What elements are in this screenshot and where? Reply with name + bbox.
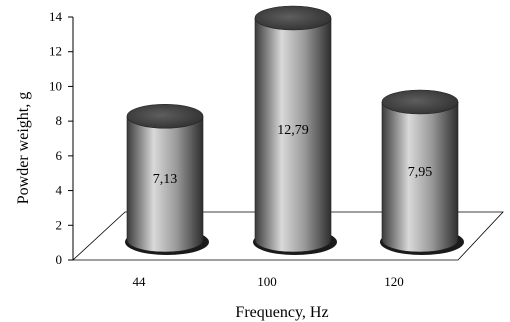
x-tick-label: 100 bbox=[257, 274, 277, 289]
data-label: 7,95 bbox=[408, 165, 433, 180]
data-label: 7,13 bbox=[153, 172, 178, 187]
y-axis: 0 2 4 6 8 10 12 14 bbox=[49, 9, 74, 267]
x-axis: 44 100 120 bbox=[133, 274, 404, 289]
y-tick-label: 8 bbox=[56, 113, 63, 128]
data-label: 12,79 bbox=[277, 123, 309, 138]
bar-body bbox=[254, 17, 332, 253]
y-tick-label: 14 bbox=[49, 9, 63, 24]
bar-top bbox=[126, 103, 204, 129]
y-tick-label: 2 bbox=[56, 217, 63, 232]
y-tick-label: 12 bbox=[49, 44, 62, 59]
bar-top bbox=[254, 5, 332, 31]
bar-top bbox=[381, 89, 459, 115]
bar-120: 7,95 bbox=[380, 89, 464, 255]
y-axis-title: Powder weight, g bbox=[15, 92, 32, 204]
chart-floor bbox=[71, 211, 504, 261]
bar-body bbox=[381, 101, 459, 253]
floor-plane bbox=[71, 211, 504, 261]
x-tick-label: 44 bbox=[133, 274, 147, 289]
bar-44: 7,13 bbox=[125, 103, 209, 255]
bar-body bbox=[126, 115, 204, 253]
x-tick-label: 120 bbox=[384, 274, 404, 289]
x-axis-title: Frequency, Hz bbox=[235, 304, 328, 321]
bars: 7,13 12,79 7,95 bbox=[125, 5, 464, 255]
y-tick-label: 6 bbox=[56, 148, 63, 163]
y-tick-label: 10 bbox=[49, 78, 62, 93]
y-tick-label: 0 bbox=[56, 252, 63, 267]
bar-100: 12,79 bbox=[253, 5, 337, 255]
y-tick-label: 4 bbox=[56, 183, 63, 198]
